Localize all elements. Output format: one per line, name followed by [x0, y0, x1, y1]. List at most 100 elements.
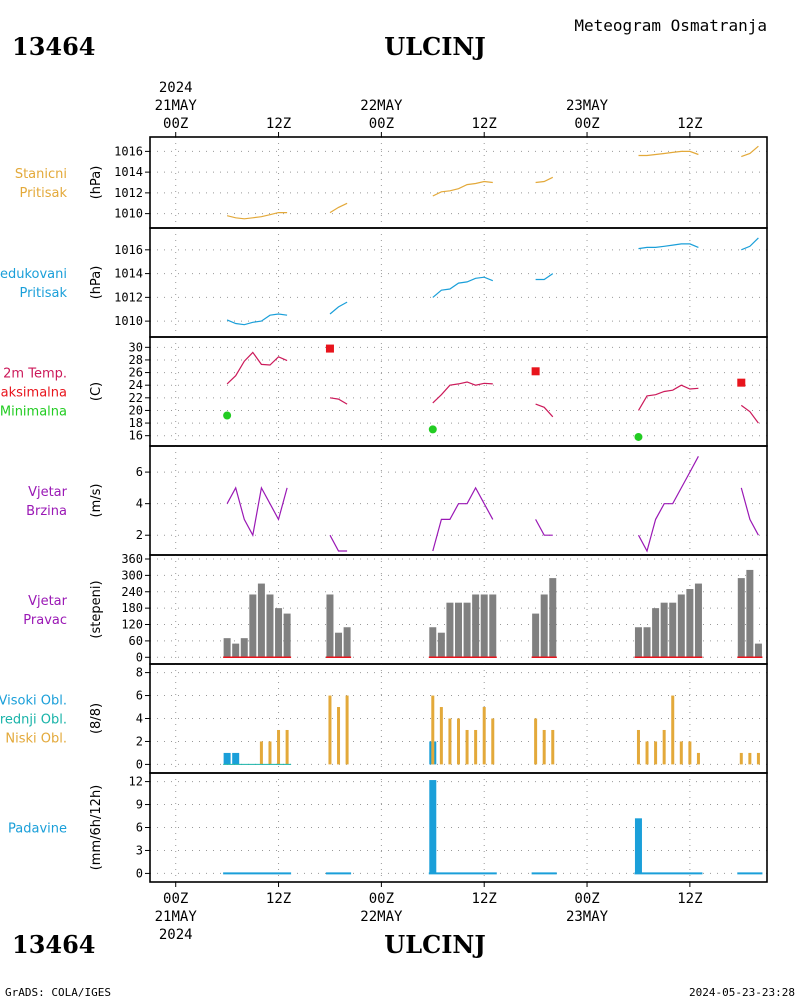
panel-label: Vjetar: [28, 485, 68, 500]
bar: [677, 594, 685, 658]
bar: [636, 729, 640, 765]
bar: [754, 643, 762, 658]
bar: [455, 602, 462, 658]
bottom-tick-label: 12Z: [266, 891, 291, 907]
max-temp-marker: [531, 367, 540, 376]
series-line: [432, 381, 493, 404]
panel-label: Niski Obl.: [5, 732, 67, 747]
station-name-bottom: ULCINJ: [384, 930, 485, 959]
y-tick-label: 16: [129, 429, 143, 443]
bar: [285, 729, 289, 765]
min-temp-marker: [634, 432, 643, 441]
bar: [223, 638, 231, 658]
y-axis-label: (8/8): [89, 703, 104, 734]
series-line: [226, 313, 288, 326]
y-tick-label: 1012: [114, 186, 143, 200]
bottom-time-axis: 00Z 21MAY 12Z 00Z 22MAY 12Z 00Z 23MAY 12Z 2024: [155, 882, 703, 943]
bar: [232, 643, 240, 658]
series-line: [329, 301, 348, 315]
y-tick-label: 26: [129, 366, 143, 380]
bar: [343, 627, 351, 658]
bottom-tick-label: 00Z: [163, 891, 188, 907]
y-tick-label: 180: [121, 601, 143, 615]
bar: [328, 695, 332, 765]
y-axis-label: (stepeni): [89, 580, 104, 638]
y-axis-label: (hPa): [89, 266, 104, 300]
panel-precipitation: 0 3 6 9 12 (mm/6h/12h) Padavine: [8, 772, 768, 883]
y-tick-label: 28: [129, 353, 143, 367]
y-tick-label: 300: [121, 568, 143, 582]
bar: [448, 718, 452, 765]
y-tick-label: 8: [136, 666, 143, 680]
y-axis-label: (C): [89, 382, 104, 401]
panel-label: Padavine: [8, 822, 67, 837]
y-tick-label: 6: [136, 821, 143, 835]
series-line: [638, 243, 699, 250]
y-tick-label: 1014: [114, 165, 143, 179]
panel-pressure_station: 1010 1012 1014 1016 (hPa) Stanicni Pritisak: [15, 136, 768, 229]
timestamp-text: 2024-05-23-23:28: [689, 986, 795, 999]
y-tick-label: 120: [121, 618, 143, 632]
y-tick-label: 0: [136, 866, 143, 880]
bar: [268, 741, 272, 765]
y-tick-label: 18: [129, 416, 143, 430]
panel-label: Pritisak: [19, 186, 67, 201]
bar: [465, 729, 469, 765]
series-line: [740, 404, 759, 424]
bar: [694, 583, 702, 658]
y-tick-label: 6: [136, 465, 143, 479]
panels: 1010101210141016(hPa)StanicniPritisak101…: [0, 136, 768, 883]
bar: [223, 752, 231, 765]
top-year-label: 2024: [159, 80, 193, 96]
bar: [439, 707, 443, 765]
series-line: [329, 397, 348, 405]
station-id-top: 13464: [12, 32, 96, 61]
y-tick-label: 6: [136, 689, 143, 703]
panel-label: Pritisak: [19, 286, 67, 301]
bar: [748, 752, 752, 765]
series-line: [226, 351, 288, 385]
bar: [240, 638, 248, 658]
y-tick-label: 1010: [114, 314, 143, 328]
bar: [345, 695, 349, 765]
bar: [634, 627, 642, 658]
top-tick-label: 12Z: [266, 116, 291, 132]
bar: [542, 729, 546, 765]
panel-border: [149, 136, 768, 229]
bar: [654, 741, 658, 765]
bar: [480, 594, 488, 658]
panel-label: Vjetar: [28, 594, 68, 609]
bar: [463, 602, 471, 658]
bar: [549, 578, 557, 658]
y-tick-label: 1014: [114, 267, 143, 281]
y-axis-label: (mm/6h/12h): [89, 785, 104, 871]
max-temp-marker: [325, 344, 334, 353]
bar: [232, 752, 240, 765]
bar: [429, 780, 437, 874]
y-tick-label: 240: [121, 585, 143, 599]
bar: [532, 613, 540, 658]
bar: [429, 627, 437, 658]
bottom-tick-label: 00Z: [369, 891, 394, 907]
series-line: [535, 176, 554, 184]
bar: [662, 729, 666, 765]
station-name-top: ULCINJ: [384, 32, 485, 61]
bar: [277, 729, 281, 765]
top-date-label: 22MAY: [360, 98, 403, 114]
panel-wind_direction: 0 60 120 180 240 300 360 (stepeni) Vjetar Pravac: [23, 552, 768, 665]
y-tick-label: 12: [129, 775, 143, 789]
bar: [671, 695, 675, 765]
min-temp-marker: [223, 411, 232, 420]
bar: [551, 729, 555, 765]
y-axis-label: (m/s): [89, 484, 104, 518]
top-tick-label: 00Z: [163, 116, 188, 132]
series-line: [226, 486, 288, 537]
series-line: [637, 456, 699, 553]
panel-label: Maksimalna: [0, 386, 67, 401]
bar: [688, 741, 692, 765]
y-tick-label: 22: [129, 391, 143, 405]
y-tick-label: 1016: [114, 144, 143, 158]
bar: [457, 718, 460, 765]
